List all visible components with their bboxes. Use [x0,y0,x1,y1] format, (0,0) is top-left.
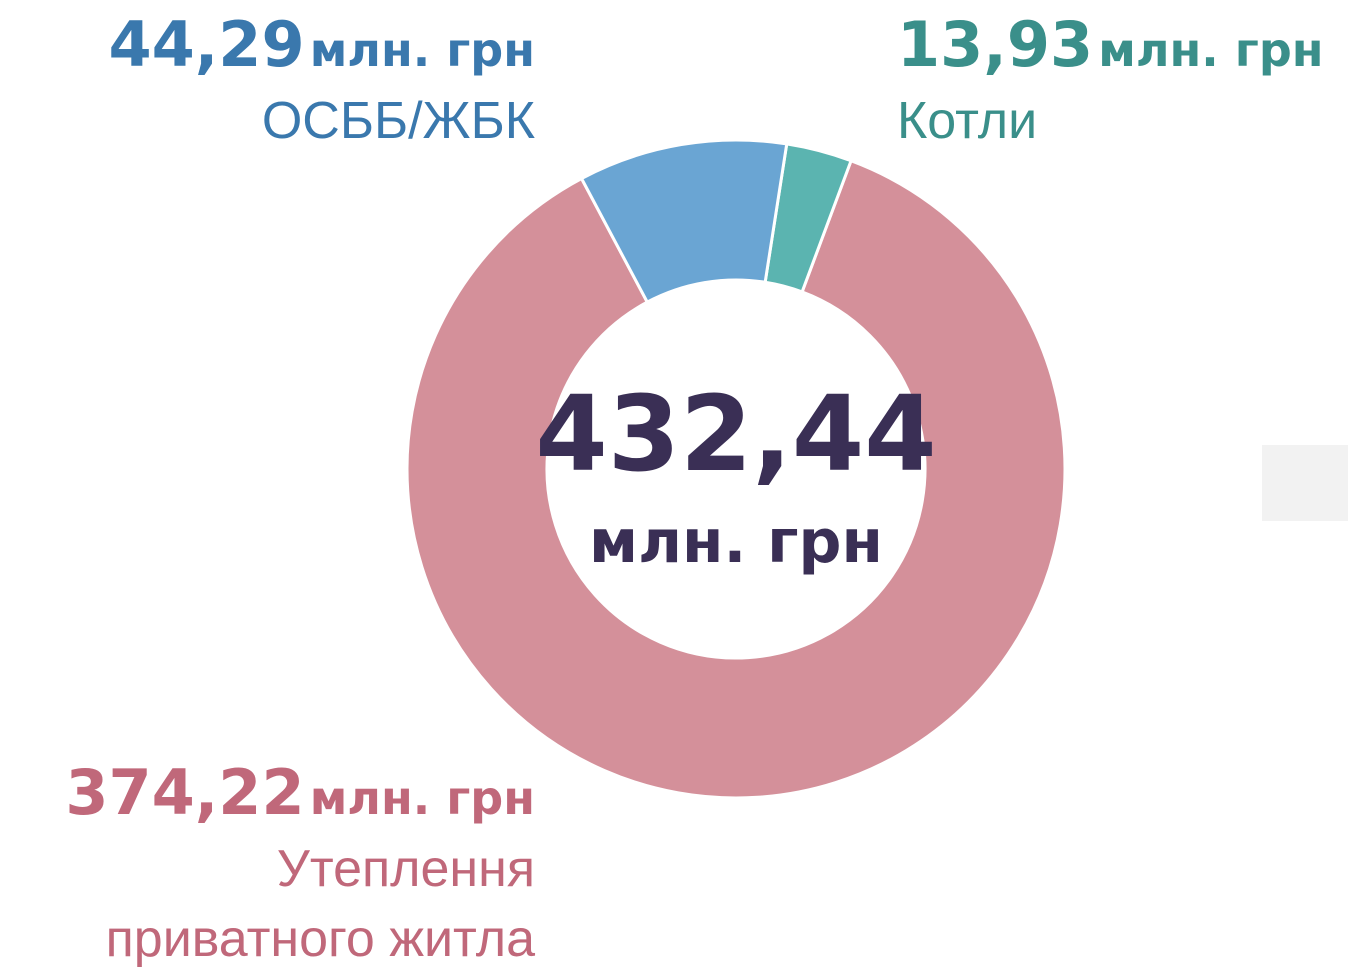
unit-label: млн. грн [1098,23,1324,77]
donut-segment [579,138,789,305]
donut-segment [405,158,1067,800]
category-label: Утеплення приватного житла [105,840,535,968]
center-value: 432,44 [535,373,936,495]
decoration [1262,445,1348,521]
category-label: ОСББ/ЖБК [261,92,535,150]
value-label: 13,93 [897,8,1094,81]
label: 44,29 млн. грн ОСББ/ЖБК [15,14,535,156]
center-unit: млн. грн [589,507,883,577]
category-label: Котли [897,92,1038,150]
value-label: 44,29 [108,8,305,81]
value-label: 374,22 [65,756,305,829]
donut-segment [763,142,853,294]
unit-label: млн. грн [309,23,535,77]
label: 374,22 млн. грн Утеплення приватного жит… [15,762,535,974]
label: 13,93 млн. грн Котли [897,14,1347,156]
unit-label: млн. грн [309,771,535,825]
